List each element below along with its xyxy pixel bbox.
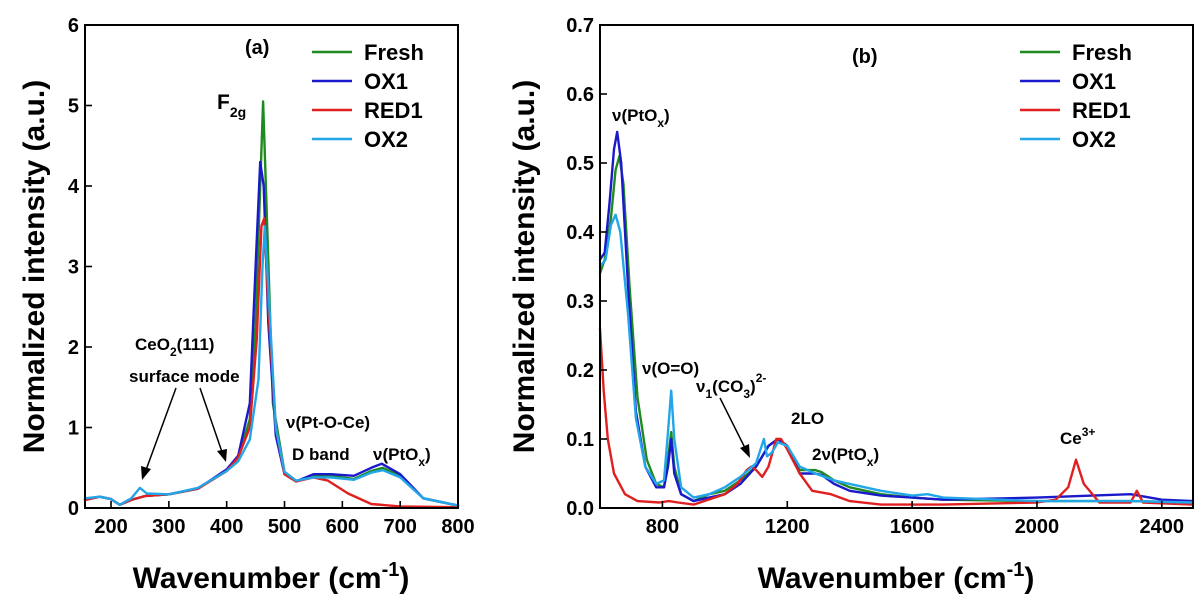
panel-a-label: (a): [245, 37, 269, 59]
legend-label-fresh-a: Fresh: [364, 40, 424, 65]
x-tick-label-b: 2400: [1140, 516, 1185, 538]
x-tick-label-b: 1600: [890, 516, 935, 538]
annotation-pt-o-ce: ν(Pt-O-Ce): [286, 413, 370, 432]
annotation-ce3: Ce3+: [1060, 425, 1095, 448]
series-line-ox1-b: [598, 130, 1195, 503]
y-tick-label-b: 0.4: [566, 222, 595, 244]
x-axis-title-b: Wavenumber (cm-1): [758, 559, 1035, 594]
x-tick-label-b: 800: [646, 516, 679, 538]
series-line-fresh-b: [598, 154, 1195, 504]
annotation-surface-mode: surface mode: [129, 367, 240, 386]
y-tick-label-b: 0.1: [566, 429, 594, 451]
y-tick-label-b: 0.3: [566, 291, 594, 313]
annotation-ptox-b: ν(PtOx): [612, 106, 670, 130]
y-axis-title-b: Normalized intensity (a.u.): [508, 80, 541, 453]
x-tick-label-a: 500: [268, 516, 301, 538]
series-line-red1-b: [598, 327, 1195, 506]
arrow-to-surface-mode: [199, 387, 227, 462]
y-axis-title-a: Normalized intensity (a.u.): [18, 80, 51, 453]
y-tick-label-a: 5: [68, 96, 79, 118]
x-tick-label-a: 700: [383, 516, 416, 538]
y-tick-label-b: 0.5: [566, 153, 594, 175]
legend-label-red1-b: RED1: [1072, 98, 1131, 123]
x-axis-title-a: Wavenumber (cm-1): [133, 559, 410, 594]
x-tick-label-b: 1200: [765, 516, 810, 538]
annotation-co3: ν1(CO3)2-: [696, 371, 766, 401]
x-tick-label-a: 400: [210, 516, 243, 538]
panel-b-label: (b): [852, 46, 878, 68]
arrow-to-carbonate: [719, 397, 750, 458]
y-tick-label-b: 0.2: [566, 360, 594, 382]
annotation-2ptox: 2ν(PtOx): [812, 445, 879, 469]
x-tick-label-a: 600: [326, 516, 359, 538]
y-tick-label-a: 6: [68, 15, 79, 37]
plot-frame-b: [599, 24, 1194, 509]
y-tick-label-a: 0: [68, 498, 79, 520]
y-tick-label-b: 0.0: [566, 498, 594, 520]
annotation-ptox-a: ν(PtOx): [373, 445, 431, 469]
y-tick-label-a: 1: [68, 418, 79, 440]
annotation-ceo2-111: CeO2(111): [135, 335, 214, 359]
annotation-d-band: D band: [292, 445, 350, 464]
arrow-to-ceo2-peak: [141, 387, 177, 480]
y-tick-label-a: 4: [68, 176, 80, 198]
legend-label-ox1-a: OX1: [364, 69, 408, 94]
legend-label-ox1-b: OX1: [1072, 69, 1116, 94]
x-tick-label-a: 800: [441, 516, 474, 538]
x-tick-label-a: 200: [94, 516, 127, 538]
series-line-ox2-a: [83, 225, 460, 507]
legend-label-ox2-a: OX2: [364, 127, 408, 152]
x-tick-label-a: 300: [152, 516, 185, 538]
legend-label-fresh-b: Fresh: [1072, 40, 1132, 65]
x-tick-label-b: 2000: [1015, 516, 1060, 538]
annotation-f2g: F2g: [217, 91, 246, 120]
annotation-2lo: 2LO: [791, 409, 824, 428]
legend-label-ox2-b: OX2: [1072, 127, 1116, 152]
panel-a: (a) F2g CeO2(111) surface mode ν(Pt-O-Ce…: [18, 15, 475, 595]
legend-label-red1-a: RED1: [364, 98, 423, 123]
y-tick-label-a: 2: [68, 337, 79, 359]
annotation-o-o: ν(O=O): [642, 359, 699, 378]
y-tick-label-a: 3: [68, 257, 79, 279]
y-tick-label-b: 0.7: [566, 15, 594, 37]
panel-b: (b) ν(PtOx) ν(O=O) ν1(CO3)2- 2LO 2ν(PtOx…: [508, 15, 1195, 595]
y-tick-label-b: 0.6: [566, 84, 594, 106]
series-line-ox2-b: [598, 213, 1195, 504]
